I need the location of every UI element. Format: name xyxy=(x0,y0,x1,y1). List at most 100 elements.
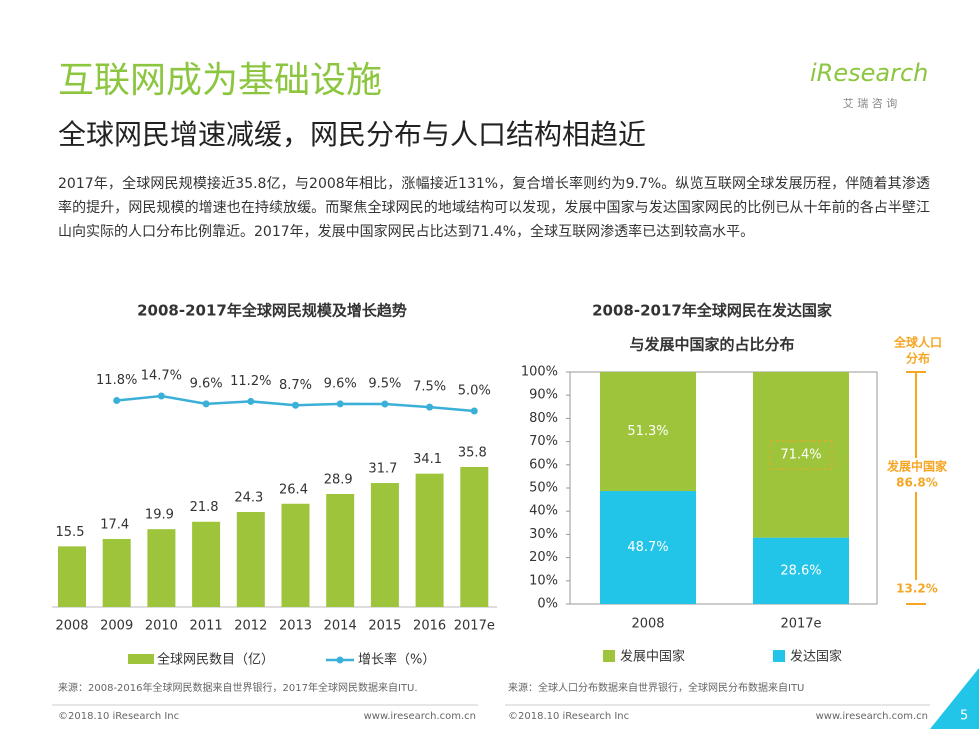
y-tick-label: 40% xyxy=(529,504,558,519)
logo-sub: 艾 瑞 咨 询 xyxy=(843,96,898,110)
corner-deco xyxy=(930,668,979,729)
bar-label: 26.4 xyxy=(279,482,308,497)
logo: iResearch xyxy=(810,59,928,87)
title: 互联网成为基础设施 xyxy=(58,60,382,101)
annotation-title: 全球人口 xyxy=(893,335,942,350)
growth-label: 9.5% xyxy=(368,377,401,392)
growth-point xyxy=(157,392,165,400)
growth-point xyxy=(247,397,255,405)
paragraph: 2017年，全球网民规模接近35.8亿，与2008年相比，涨幅接近131%，复合… xyxy=(58,176,930,240)
stack-segment xyxy=(600,491,696,604)
annotation-value: 86.8% xyxy=(896,476,938,490)
y-tick-label: 100% xyxy=(521,365,558,380)
y-tick-label: 90% xyxy=(529,388,558,403)
bar xyxy=(326,493,355,607)
legend-label: 增长率（%） xyxy=(358,652,435,668)
bar-label: 19.9 xyxy=(145,508,174,523)
growth-point xyxy=(381,400,389,408)
x-tick-label: 2014 xyxy=(324,619,357,634)
growth-label: 9.6% xyxy=(324,376,357,391)
bar-label: 35.8 xyxy=(458,446,487,461)
x-tick-label: 2008 xyxy=(55,619,88,634)
bar-label: 24.3 xyxy=(234,490,263,505)
legend-swatch xyxy=(773,650,785,662)
chart-title: 2008-2017年全球网民在发达国家 xyxy=(592,302,832,320)
legend-label: 发达国家 xyxy=(790,649,842,665)
bar xyxy=(147,529,176,607)
segment-label: 48.7% xyxy=(627,540,668,555)
growth-label: 5.0% xyxy=(458,384,491,399)
growth-label: 14.7% xyxy=(141,369,182,384)
legend-swatch xyxy=(603,650,615,662)
source: 来源：2008-2016年全球网民数据来自世界银行，2017年全球网民数据来自I… xyxy=(58,681,418,694)
legend-label: 发展中国家 xyxy=(620,649,685,665)
y-tick-label: 70% xyxy=(529,434,558,449)
growth-label: 8.7% xyxy=(279,378,312,393)
x-tick-label: 2017e xyxy=(454,619,495,634)
bar xyxy=(415,473,444,607)
bar xyxy=(102,538,131,607)
y-tick-label: 50% xyxy=(529,481,558,496)
page-number: 5 xyxy=(960,709,968,724)
bar xyxy=(281,503,310,607)
annotation-title: 分布 xyxy=(906,351,930,366)
site: www.iresearch.com.cn xyxy=(816,711,928,722)
y-tick-label: 60% xyxy=(529,457,558,472)
legend-dot xyxy=(336,656,344,664)
annotation-bg xyxy=(884,458,950,492)
bar-label: 34.1 xyxy=(413,452,442,467)
stack-segment xyxy=(753,537,849,604)
y-tick-label: 20% xyxy=(529,550,558,565)
legend-swatch xyxy=(128,654,154,664)
x-tick-label: 2016 xyxy=(413,619,446,634)
bar-label: 21.8 xyxy=(190,500,219,515)
stack-segment xyxy=(753,372,849,538)
highlight-box xyxy=(769,440,833,470)
growth-point xyxy=(336,400,344,408)
growth-label: 7.5% xyxy=(413,380,446,395)
growth-point xyxy=(426,403,434,411)
x-tick-label: 2010 xyxy=(145,619,178,634)
source: 来源：全球人口分布数据来自世界银行，全球网民分布数据来自ITU xyxy=(508,681,804,694)
stack-segment xyxy=(600,372,696,492)
x-tick-label: 2009 xyxy=(100,619,133,634)
x-tick-label: 2013 xyxy=(279,619,312,634)
growth-point xyxy=(113,396,121,404)
legend-label: 全球网民数目（亿） xyxy=(157,652,274,668)
y-tick-label: 10% xyxy=(529,573,558,588)
bar-label: 28.9 xyxy=(324,472,353,487)
growth-label: 11.8% xyxy=(96,373,137,388)
growth-label: 9.6% xyxy=(190,376,223,391)
copyright: ©2018.10 iResearch Inc xyxy=(508,711,629,722)
growth-point xyxy=(292,401,299,409)
y-tick-label: 80% xyxy=(529,411,558,426)
bar xyxy=(58,546,86,607)
chart-title: 2008-2017年全球网民规模及增长趋势 xyxy=(137,302,407,320)
segment-label: 28.6% xyxy=(780,563,821,578)
x-tick-label: 2015 xyxy=(368,619,401,634)
subtitle: 全球网民增速减缓，网民分布与人口结构相趋近 xyxy=(58,118,646,151)
chart-title: 与发展中国家的占比分布 xyxy=(629,336,794,354)
bar xyxy=(460,467,489,607)
bar xyxy=(370,483,399,607)
site: www.iresearch.com.cn xyxy=(364,711,476,722)
annotation-bg xyxy=(894,580,940,596)
annotation-value: 13.2% xyxy=(896,582,938,596)
annotation-label: 发展中国家 xyxy=(886,459,948,474)
bar xyxy=(236,511,265,607)
growth-point xyxy=(202,400,210,408)
y-tick-label: 30% xyxy=(529,527,558,542)
x-tick-label: 2017e xyxy=(780,617,821,632)
bar-label: 31.7 xyxy=(368,462,397,477)
segment-label: 51.3% xyxy=(627,424,668,439)
x-tick-label: 2008 xyxy=(631,617,664,632)
growth-label: 11.2% xyxy=(230,374,271,389)
y-tick-label: 0% xyxy=(537,597,558,612)
copyright: ©2018.10 iResearch Inc xyxy=(58,711,179,722)
segment-label: 71.4% xyxy=(780,447,821,462)
bar-label: 17.4 xyxy=(100,517,129,532)
bar xyxy=(192,521,221,607)
growth-point xyxy=(470,407,478,415)
